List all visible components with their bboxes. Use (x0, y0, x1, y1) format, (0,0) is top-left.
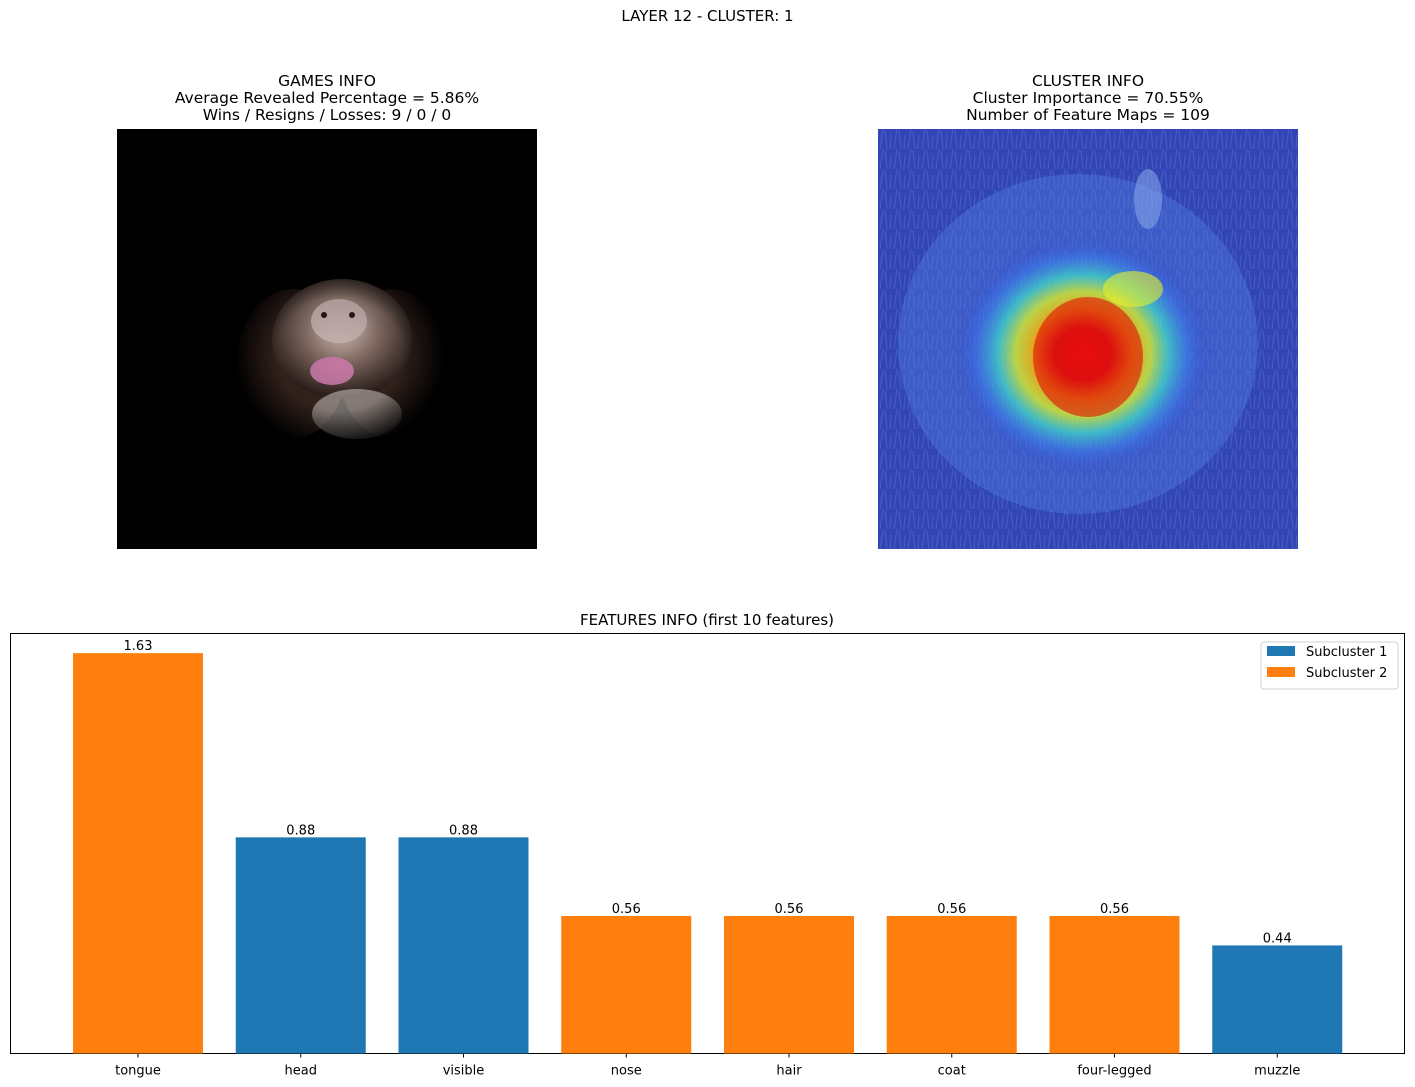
value-label-tongue: 1.63 (124, 639, 153, 654)
value-label-muzzle: 0.44 (1263, 931, 1292, 946)
bar-head (235, 837, 366, 1054)
chart-title: FEATURES INFO (first 10 features) (580, 611, 834, 629)
bar-four-legged (1049, 915, 1180, 1054)
figure-suptitle: LAYER 12 - CLUSTER: 1 (621, 7, 794, 25)
bar-hair (724, 915, 854, 1054)
number-of-feature-maps: Number of Feature Maps = 109 (966, 106, 1210, 124)
heatmap-graphic (878, 129, 1298, 549)
wins-resigns-losses: Wins / Resigns / Losses: 9 / 0 / 0 (202, 106, 452, 124)
x-tick-label-nose: nose (611, 1064, 642, 1079)
features-bar-chart: FEATURES INFO (first 10 features) 1.63 0.… (10, 611, 1405, 1079)
x-tick-label-hair: hair (776, 1064, 802, 1079)
value-label-visible: 0.88 (449, 823, 478, 838)
value-label-coat: 0.56 (937, 902, 966, 917)
legend-swatch-subcluster-1 (1267, 646, 1295, 656)
bar-tongue (73, 653, 203, 1054)
revealed-dog-graphic (117, 129, 537, 549)
x-tick-label-tongue: tongue (115, 1064, 161, 1079)
cluster-importance: Cluster Importance = 70.55% (972, 89, 1204, 107)
legend: Subcluster 1 Subcluster 2 (1260, 641, 1399, 690)
cluster-info-heading: CLUSTER INFO (1031, 72, 1145, 90)
x-tick-label-muzzle: muzzle (1254, 1064, 1300, 1079)
value-label-hair: 0.56 (775, 902, 804, 917)
games-info-title: GAMES INFO Average Revealed Percentage =… (117, 73, 537, 124)
games-info-heading: GAMES INFO (278, 72, 376, 90)
x-tick-label-head: head (285, 1064, 317, 1079)
x-tick-label-four-legged: four-legged (1077, 1064, 1151, 1079)
bar-nose (561, 915, 692, 1054)
value-label-four-legged: 0.56 (1100, 902, 1129, 917)
legend-swatch-subcluster-2 (1267, 667, 1295, 677)
value-label-head: 0.88 (286, 823, 315, 838)
bar-muzzle (1212, 945, 1343, 1054)
bar-coat (886, 915, 1017, 1054)
bar-visible (398, 837, 529, 1054)
value-label-nose: 0.56 (612, 902, 641, 917)
plot-frame (10, 633, 1405, 1054)
x-tick-label-visible: visible (443, 1064, 485, 1079)
legend-box (1260, 641, 1399, 690)
legend-label-subcluster-1: Subcluster 1 (1306, 645, 1387, 660)
legend-label-subcluster-2: Subcluster 2 (1306, 666, 1387, 681)
revealed-dog-image (117, 129, 537, 549)
cluster-info-title: CLUSTER INFO Cluster Importance = 70.55%… (878, 73, 1298, 124)
cluster-heatmap-image (878, 129, 1298, 549)
average-revealed-percentage: Average Revealed Percentage = 5.86% (174, 89, 480, 107)
x-tick-label-coat: coat (938, 1064, 966, 1079)
